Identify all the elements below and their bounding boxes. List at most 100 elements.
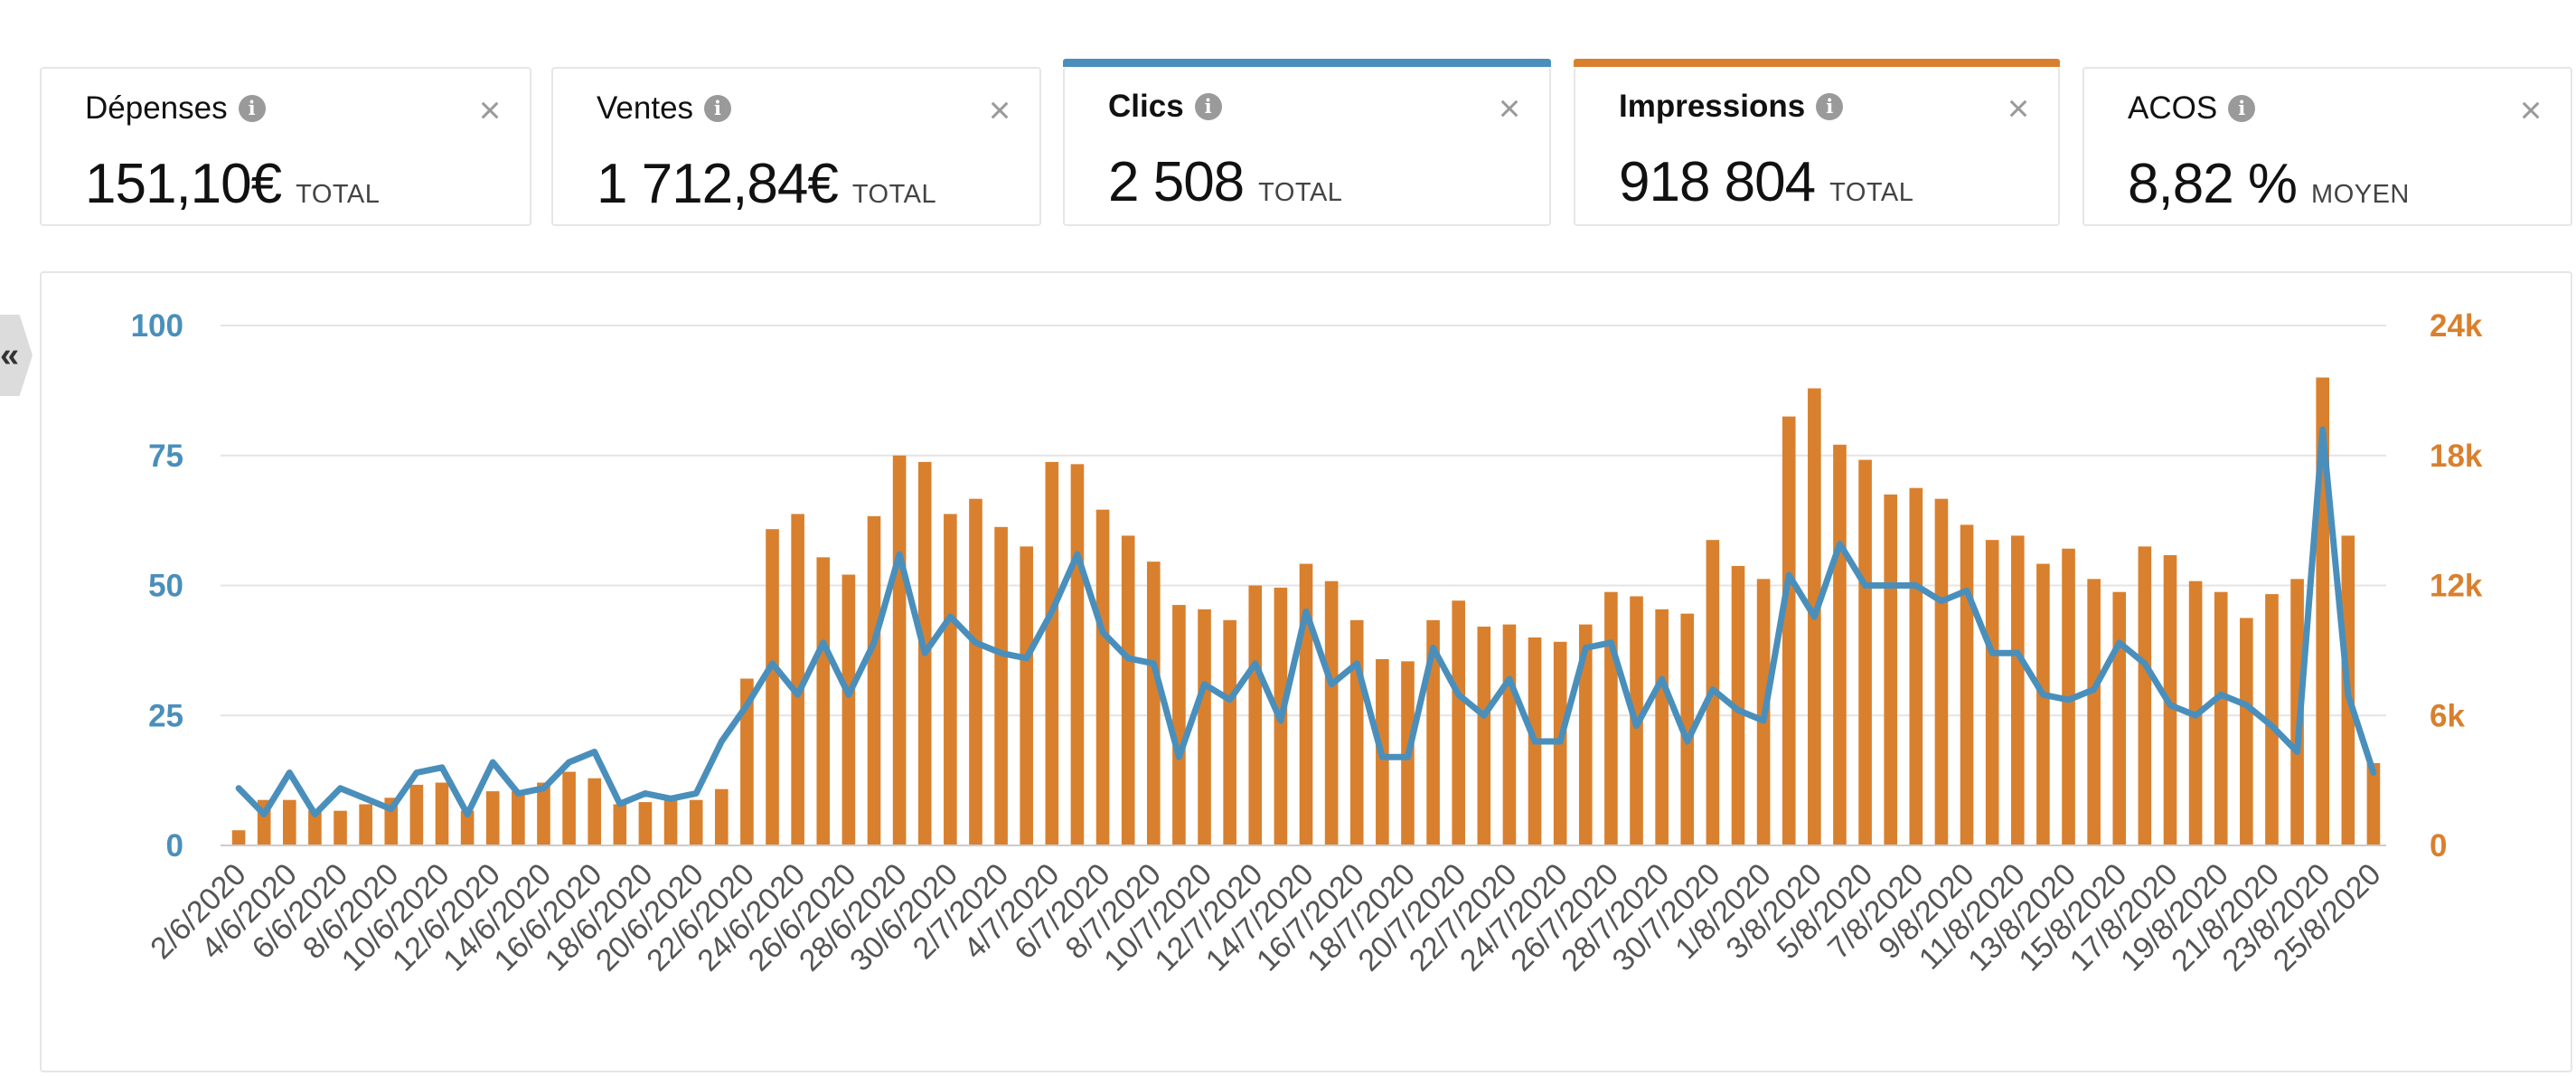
info-icon[interactable]: i — [1816, 93, 1844, 120]
metric-title-row: Impressions i — [1619, 87, 1844, 127]
impressions-bar — [994, 526, 1008, 845]
metric-title-row: Clics i — [1108, 87, 1222, 127]
metric-selected-bar — [1574, 59, 2060, 67]
metric-value: 2 508 — [1108, 151, 1245, 213]
metric-unit: TOTAL — [851, 180, 937, 209]
impressions-bar — [282, 799, 296, 845]
impressions-bar — [892, 455, 907, 845]
impressions-bar — [663, 799, 678, 845]
impressions-bar — [2087, 579, 2101, 845]
impressions-bar — [435, 782, 449, 845]
impressions-bar — [1426, 619, 1440, 845]
metric-card-clics[interactable]: Clics i × 2 508 TOTAL — [1063, 59, 1551, 226]
close-icon[interactable]: × — [478, 89, 502, 131]
left-axis-tick-label: 0 — [166, 828, 183, 864]
right-axis-tick-label: 24k — [2430, 308, 2483, 344]
impressions-bar — [1299, 563, 1313, 845]
metric-card-ventes[interactable]: Ventes i × 1 712,84€ TOTAL — [551, 67, 1041, 226]
metric-title-row: Ventes i — [597, 89, 732, 128]
impressions-bar — [1909, 487, 1923, 845]
left-axis-tick-label: 25 — [148, 698, 183, 733]
impressions-bar — [1324, 580, 1339, 845]
impressions-bar — [2036, 563, 2050, 845]
impressions-bar — [1223, 619, 1236, 845]
metric-value-row: 1 712,84€ TOTAL — [597, 152, 936, 216]
impressions-bar — [485, 791, 500, 845]
metric-unit: TOTAL — [296, 180, 381, 209]
metric-title-row: Dépenses i — [85, 89, 266, 128]
impressions-bar — [1349, 619, 1364, 845]
metric-unit: TOTAL — [1829, 178, 1914, 207]
impressions-bar — [334, 810, 347, 845]
impressions-bar — [512, 791, 525, 845]
impressions-bar — [1578, 624, 1593, 845]
impressions-bar — [1248, 585, 1263, 845]
impressions-bar — [944, 514, 957, 845]
impressions-bar — [1045, 461, 1059, 845]
metric-card-impressions[interactable]: Impressions i × 918 804 TOTAL — [1574, 59, 2060, 226]
metric-value-row: 151,10€ TOTAL — [85, 152, 380, 216]
impressions-bar — [1502, 624, 1517, 845]
impressions-bar — [867, 515, 881, 845]
impressions-bar — [588, 778, 602, 845]
metric-title-row: ACOS i — [2128, 89, 2256, 128]
impressions-bar — [613, 804, 627, 845]
impressions-bar — [2240, 618, 2253, 845]
impressions-bar — [1095, 509, 1110, 845]
impressions-bar — [816, 557, 831, 845]
metric-title: ACOS — [2128, 90, 2218, 126]
impressions-bar — [2112, 591, 2127, 845]
impressions-bar — [1172, 605, 1186, 845]
impressions-bar — [2214, 591, 2228, 845]
metric-title: Impressions — [1619, 89, 1806, 124]
impressions-bar — [766, 529, 779, 845]
impressions-bar — [409, 784, 424, 845]
impressions-bar — [1070, 464, 1085, 845]
info-icon[interactable]: i — [1194, 93, 1222, 120]
impressions-bar — [2366, 762, 2381, 845]
close-icon[interactable]: × — [2519, 89, 2543, 131]
impressions-bar — [1985, 540, 1999, 845]
impressions-bar — [460, 810, 475, 845]
impressions-bar — [1960, 524, 1974, 845]
left-axis-tick-label: 75 — [148, 439, 183, 474]
impressions-bar — [1146, 562, 1161, 845]
impressions-bar — [1452, 600, 1466, 845]
metric-value: 8,82 % — [2128, 153, 2298, 215]
impressions-bar — [2138, 546, 2152, 845]
right-axis-tick-label: 12k — [2430, 569, 2483, 604]
impressions-bar — [359, 804, 372, 845]
impressions-bar — [791, 514, 804, 845]
impressions-bar — [1604, 591, 1618, 845]
impressions-bar — [231, 830, 246, 845]
metric-card-d-penses[interactable]: Dépenses i × 151,10€ TOTAL — [40, 67, 531, 226]
close-icon[interactable]: × — [1498, 87, 1521, 129]
clics-line — [235, 426, 2377, 817]
info-icon[interactable]: i — [704, 95, 732, 122]
impressions-bar — [1782, 416, 1796, 845]
info-icon[interactable]: i — [2228, 95, 2256, 122]
impressions-bar — [1198, 609, 1211, 845]
impressions-bar — [841, 574, 856, 845]
impressions-bar — [689, 799, 703, 845]
impressions-bar — [1833, 444, 1847, 845]
metric-value: 151,10€ — [85, 153, 282, 215]
right-axis-tick-label: 18k — [2430, 439, 2483, 474]
close-icon[interactable]: × — [988, 89, 1011, 131]
impressions-bar — [1020, 546, 1034, 845]
impressions-bar — [2265, 594, 2279, 845]
close-icon[interactable]: × — [2007, 87, 2030, 129]
double-chevron-left-icon: « — [0, 335, 20, 374]
impressions-bar — [1680, 613, 1695, 845]
impressions-bar — [537, 782, 550, 845]
metric-unit: MOYEN — [2311, 180, 2410, 209]
metric-unit: TOTAL — [1258, 178, 1343, 207]
info-icon[interactable]: i — [238, 95, 266, 122]
impressions-bar — [1121, 535, 1135, 845]
impressions-bar — [2010, 535, 2025, 845]
metric-title: Dépenses — [85, 90, 228, 126]
impressions-bar — [1884, 494, 1898, 845]
metric-card-acos[interactable]: ACOS i × 8,82 % MOYEN — [2082, 67, 2572, 226]
metric-title: Ventes — [597, 90, 694, 126]
